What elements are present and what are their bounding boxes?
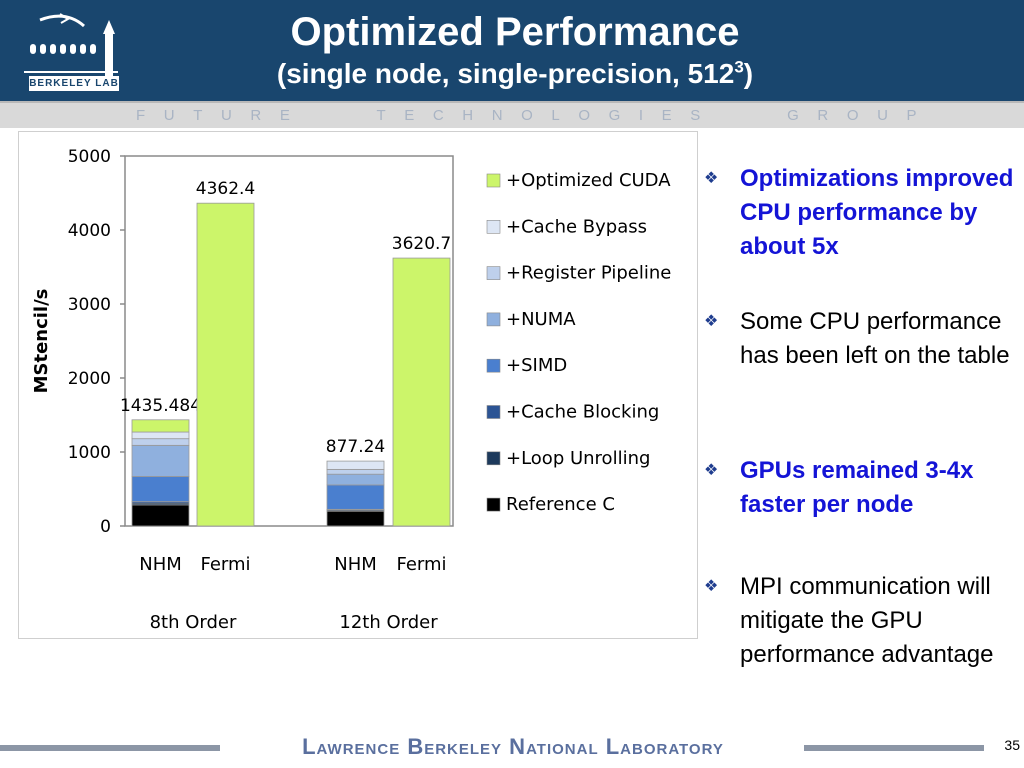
bar-segment [131,476,190,502]
bullet-text: GPUs remained 3-4x faster per node [740,457,974,518]
y-tick-label: 4000 [68,221,111,241]
slide-header: BERKELEY LAB Optimized Performance (sing… [0,0,1024,101]
footer-rule-right [804,745,984,751]
subtitle-text: (single node, single-precision, 512 [276,58,735,89]
bar-total-label: 1435.484 [120,396,201,416]
y-tick-label: 0 [100,517,111,537]
logo-label: BERKELEY LAB [29,76,119,91]
group-label: 8th Order [150,612,237,633]
diamond-bullet-icon: ❖ [704,578,719,595]
bullet-text: Some CPU performance has been left on th… [740,308,1010,369]
legend-swatch [486,451,501,466]
bar-segment [196,202,255,527]
bar-total-label: 3620.7 [392,234,451,254]
bar-segment [326,510,385,527]
bar-segment [131,438,190,446]
group-band-text: FUTURE TECHNOLOGIES GROUP [136,107,936,124]
diamond-bullet-icon: ❖ [704,313,719,330]
x-tick-label: NHM [334,554,377,575]
x-tick-label: NHM [139,554,182,575]
y-tick-label: 2000 [68,369,111,389]
bar-segment [326,484,385,510]
bar-segment [392,257,451,527]
stacked-bar-chart: 0 1000 2000 3000 4000 5000 MStencil/s 1435.484 N… [31,147,671,633]
diamond-bullet-icon: ❖ [704,170,719,187]
legend-label: +Loop Unrolling [506,448,650,469]
legend-swatch [486,266,501,280]
legend-label: +Cache Blocking [506,402,659,423]
diamond-bullet-icon: ❖ [704,462,719,479]
slide-subtitle: (single node, single-precision, 5123) [150,57,880,91]
legend-swatch [486,312,501,327]
bar-segment [326,460,385,470]
footer-rule-left [0,745,220,751]
chart-panel: 0 1000 2000 3000 4000 5000 MStencil/s 1435.484 N… [18,131,698,639]
subtitle-superscript: 3 [734,57,744,77]
slide-title: Optimized Performance [290,10,740,54]
x-tick-label: Fermi [396,554,446,575]
plot-frame [124,155,454,527]
bar-total-label: 4362.4 [196,179,255,199]
legend-label: +Register Pipeline [506,263,671,284]
subtitle-close: ) [743,58,754,89]
bar-segment [131,431,190,440]
legend-label: +SIMD [506,355,567,376]
legend-label: Reference C [506,494,615,515]
group-band: FUTURE TECHNOLOGIES GROUP [0,101,1024,128]
legend-label: +Optimized CUDA [506,170,671,191]
legend-label: +Cache Bypass [506,216,647,237]
y-tick-label: 3000 [68,295,111,315]
legend-swatch [486,405,501,419]
bar-segment [131,419,190,433]
page-number: 35 [1004,737,1020,753]
bar-segment [326,473,385,486]
group-label: 12th Order [339,612,438,633]
x-tick-label: Fermi [200,554,250,575]
legend-swatch [486,358,501,373]
bullet-text: Optimizations improved CPU performance b… [740,165,1014,260]
bar-segment [326,468,385,475]
legend-swatch [486,220,501,234]
footer-lab-name: Lawrence Berkeley National Laboratory [302,734,724,759]
y-tick-label: 1000 [68,443,111,463]
y-tick-label: 5000 [68,147,111,167]
bar-segment [131,444,190,477]
bar-total-label: 877.24 [326,437,385,457]
berkeley-lab-logo [24,13,118,76]
legend-label: +NUMA [506,309,576,330]
y-axis-label: MStencil/s [31,289,52,394]
legend-swatch [486,173,501,188]
bar-segment [131,504,190,527]
bullet-text: MPI communication will mitigate the GPU … [740,573,994,668]
legend-swatch [486,497,501,512]
